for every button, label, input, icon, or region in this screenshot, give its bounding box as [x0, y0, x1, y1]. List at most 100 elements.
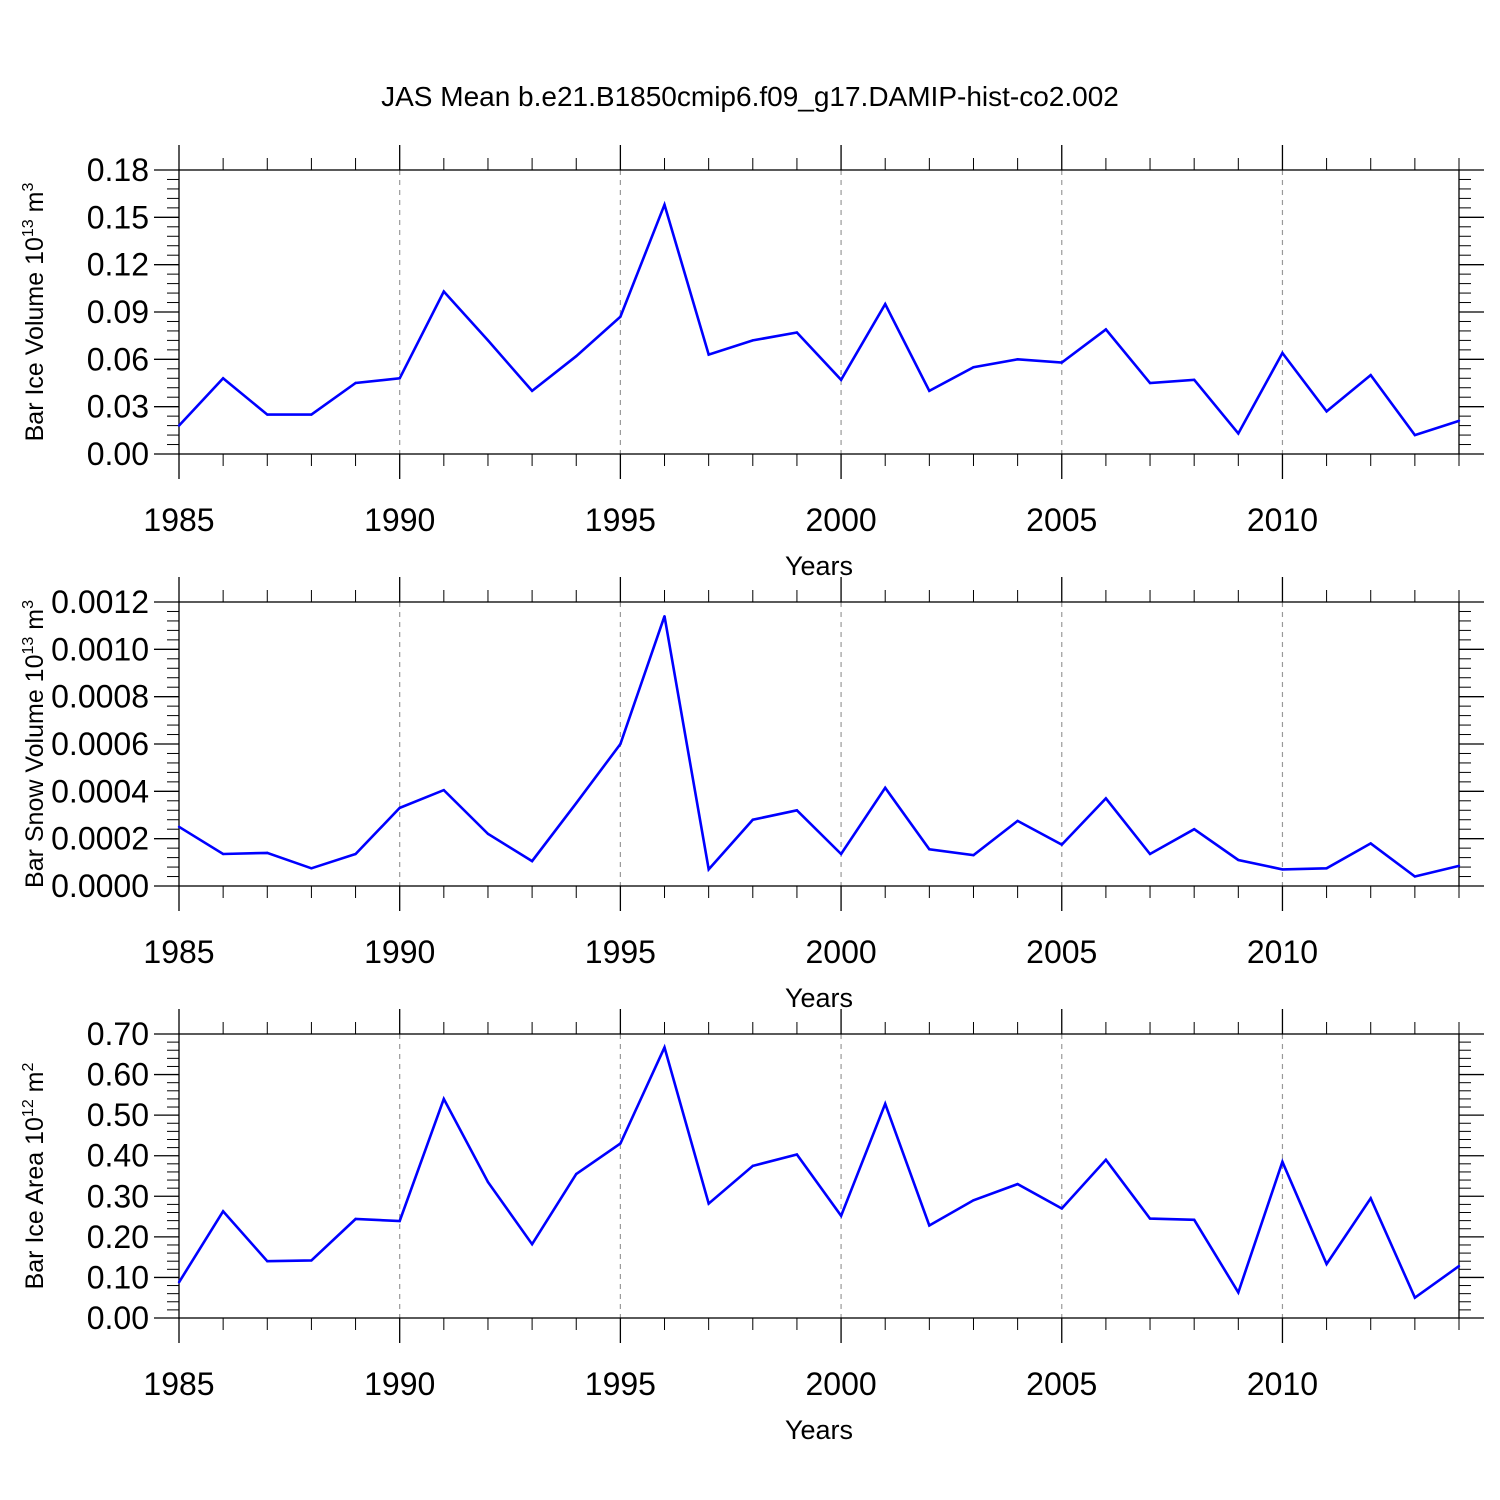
data-point: [575, 801, 578, 805]
x-tick-label: 2010: [1247, 934, 1318, 970]
data-point: [707, 353, 710, 356]
y-tick-label: 0.00: [87, 1300, 149, 1336]
data-point: [221, 852, 225, 856]
data-point: [1060, 843, 1063, 846]
data-point: [486, 339, 490, 342]
data-point: [884, 1102, 887, 1105]
y-tick-label: 0.10: [87, 1259, 149, 1295]
data-point: [354, 852, 357, 856]
x-tick-label: 2005: [1026, 1366, 1097, 1402]
x-tick-label: 1985: [143, 934, 214, 970]
y-tick-label: 0.09: [87, 294, 149, 330]
data-point: [884, 786, 887, 789]
data-point: [310, 1259, 313, 1262]
data-point: [1060, 1207, 1063, 1210]
data-point: [751, 1164, 754, 1168]
data-point: [1148, 852, 1152, 856]
data-point: [530, 389, 534, 393]
y-tick-label: 0.03: [87, 389, 149, 425]
data-point: [1325, 1262, 1328, 1266]
data-point: [619, 1142, 622, 1145]
data-point: [1281, 1160, 1284, 1164]
x-tick-label: 2010: [1247, 1366, 1318, 1402]
data-point: [663, 615, 666, 618]
x-tick-label: 1985: [143, 502, 214, 538]
data-point: [1369, 373, 1372, 377]
y-tick-label: 0.0002: [51, 821, 149, 857]
data-point: [1060, 361, 1063, 364]
data-point: [707, 868, 710, 871]
y-tick-label: 0.18: [87, 152, 149, 188]
y-tick-label: 0.20: [87, 1219, 149, 1255]
data-point: [1369, 1197, 1372, 1200]
x-tick-label: 1990: [364, 1366, 435, 1402]
data-point: [1104, 797, 1108, 800]
data-point: [310, 867, 313, 870]
x-tick-label: 1990: [364, 934, 435, 970]
y-tick-label: 0.0000: [51, 868, 149, 904]
y-axis-label: Bar Snow Volume 1013 m3: [20, 600, 49, 888]
data-point: [1237, 432, 1240, 435]
data-point: [354, 381, 357, 385]
data-point: [1148, 1217, 1152, 1220]
data-point: [619, 742, 622, 746]
data-point: [663, 1046, 666, 1049]
data-point: [972, 1199, 975, 1202]
data-point: [1413, 875, 1417, 878]
x-tick-label: 1985: [143, 1366, 214, 1402]
data-point: [839, 1214, 843, 1217]
plot-frame: [178, 1033, 1460, 1319]
data-point: [1016, 358, 1019, 361]
y-tick-label: 0.60: [87, 1057, 149, 1093]
data-point: [442, 290, 446, 293]
data-point: [972, 366, 975, 369]
x-tick-label: 1995: [585, 502, 656, 538]
plot-frame: [178, 169, 1460, 455]
data-point: [1457, 864, 1461, 868]
data-point: [1237, 858, 1240, 862]
data-point: [1281, 351, 1284, 355]
data-point: [751, 339, 754, 342]
x-tick-label: 1990: [364, 502, 435, 538]
data-point: [398, 806, 401, 810]
data-point: [1104, 1158, 1108, 1161]
data-point: [1192, 828, 1196, 831]
x-axis-label: Years: [785, 983, 853, 1013]
y-tick-label: 0.70: [87, 1016, 149, 1052]
data-point: [442, 788, 446, 792]
y-tick-label: 0.0006: [51, 726, 149, 762]
data-point: [310, 413, 313, 416]
data-point: [795, 1153, 799, 1156]
y-axis-label: Bar Ice Volume 1013 m3: [20, 183, 49, 442]
data-point: [177, 424, 181, 427]
series-line: [177, 1043, 1460, 1300]
x-axis-label: Years: [785, 551, 853, 581]
data-point: [928, 1224, 931, 1227]
data-point: [928, 848, 931, 851]
data-point: [1016, 819, 1019, 823]
data-point: [266, 413, 269, 416]
data-point: [663, 203, 666, 206]
data-point: [839, 852, 843, 856]
data-point: [266, 1260, 269, 1263]
data-point: [354, 1217, 357, 1221]
x-tick-label: 2000: [805, 502, 876, 538]
data-point: [1457, 1264, 1461, 1268]
x-tick-label: 1995: [585, 934, 656, 970]
x-tick-label: 2005: [1026, 934, 1097, 970]
data-point: [575, 354, 578, 358]
y-tick-label: 0.30: [87, 1178, 149, 1214]
data-point: [530, 859, 534, 863]
data-point: [177, 1281, 181, 1284]
data-point: [839, 378, 843, 382]
chart-title: JAS Mean b.e21.B1850cmip6.f09_g17.DAMIP-…: [381, 81, 1119, 112]
y-tick-label: 0.0008: [51, 679, 149, 715]
x-tick-label: 1995: [585, 1366, 656, 1402]
data-point: [486, 832, 490, 836]
y-tick-label: 0.15: [87, 199, 149, 235]
y-tick-label: 0.0004: [51, 773, 149, 809]
data-point: [928, 389, 931, 393]
data-point: [1325, 867, 1328, 870]
y-tick-label: 0.0012: [51, 584, 149, 620]
